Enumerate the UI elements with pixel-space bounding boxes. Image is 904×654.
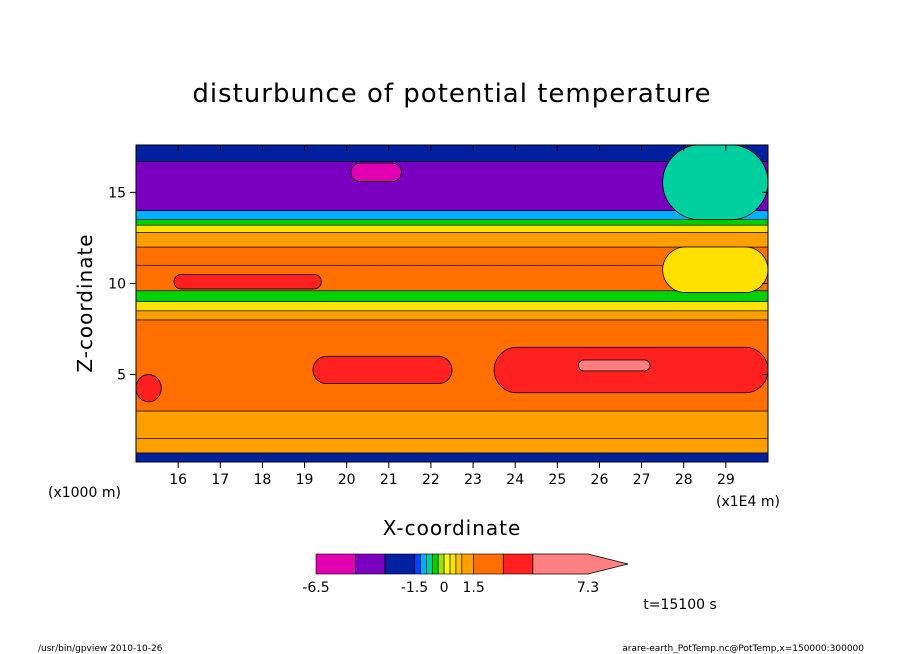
- contour-band-12: [135, 210, 769, 220]
- x-tick-label: 29: [717, 472, 735, 488]
- x-unit-note: (x1E4 m): [716, 494, 780, 510]
- x-tick-label: 23: [464, 472, 482, 488]
- plot-frame: [135, 144, 769, 463]
- colorbar-cell: [315, 553, 356, 575]
- contour-feature-2: [312, 355, 453, 385]
- x-tick-label: 16: [169, 472, 187, 488]
- colorbar-label: -6.5: [302, 580, 329, 596]
- contour-band-2: [135, 410, 769, 439]
- colorbar-cell: [420, 553, 427, 575]
- contour-feature-7: [662, 144, 769, 221]
- x-tick-label: 17: [211, 472, 229, 488]
- footer-right: arare-earth_PotTemp.nc@PotTemp,x=150000:…: [622, 644, 864, 654]
- colorbar-cell: [431, 553, 439, 575]
- contour-band-11: [135, 219, 769, 226]
- colorbar-cell: [355, 553, 386, 575]
- plot-area: 16 17 18 19 20 21 22 23 24 25 26 27 28 29 5 10 15: [108, 144, 769, 488]
- colorbar-cell: [473, 553, 504, 575]
- x-axis-label: X-coordinate: [383, 516, 522, 540]
- x-tick-label: 24: [506, 472, 524, 488]
- colorbar: -6.5 -1.5 0 1.5 7.3: [302, 553, 629, 596]
- y-axis-label: Z-coordinate: [73, 233, 97, 372]
- contour-band-4: [135, 310, 769, 321]
- contour-feature-4: [578, 359, 651, 372]
- chart-title: disturbunce of potential temperature: [192, 79, 711, 109]
- colorbar-extend-arrow: [532, 553, 629, 575]
- y-tick-label: 15: [108, 185, 126, 201]
- contour-band-6: [135, 290, 769, 302]
- x-tick-label: 21: [380, 472, 398, 488]
- colorbar-label: 1.5: [463, 580, 485, 596]
- colorbar-cell: [461, 553, 474, 575]
- contour-band-9: [135, 232, 769, 248]
- colorbar-label: 0: [440, 580, 449, 596]
- x-tick-label: 26: [591, 472, 609, 488]
- time-label: t=15100 s: [643, 597, 717, 613]
- x-tick-label: 22: [422, 472, 440, 488]
- x-tick-label: 20: [338, 472, 356, 488]
- colorbar-cell: [443, 553, 451, 575]
- x-tick-label: 28: [675, 472, 693, 488]
- y-tick-label: 5: [117, 368, 126, 384]
- contour-band-10: [135, 224, 769, 233]
- contour-feature-6: [662, 246, 769, 293]
- contour-band-0: [135, 452, 769, 463]
- colorbar-cell: [426, 553, 433, 575]
- contour-feature-0: [173, 273, 322, 290]
- y-unit-note: (x1000 m): [48, 485, 121, 501]
- colorbar-cell: [449, 553, 457, 575]
- colorbar-cell: [414, 553, 421, 575]
- y-tick-label: 10: [108, 276, 126, 292]
- colorbar-label: 7.3: [577, 580, 599, 596]
- contour-band-5: [135, 301, 769, 312]
- colorbar-cell: [437, 553, 445, 575]
- colorbar-cell: [502, 553, 534, 575]
- colorbar-cell: [384, 553, 415, 575]
- contour-feature-5: [350, 162, 402, 182]
- contour-band-1: [135, 438, 769, 454]
- x-tick-label: 25: [548, 472, 566, 488]
- colorbar-cell: [455, 553, 463, 575]
- x-tick-label: 27: [633, 472, 651, 488]
- footer-left: /usr/bin/gpview 2010-10-26: [38, 644, 163, 654]
- x-tick-label: 18: [253, 472, 271, 488]
- x-tick-label: 19: [296, 472, 314, 488]
- colorbar-label: -1.5: [401, 580, 428, 596]
- contour-feature-1: [135, 374, 162, 403]
